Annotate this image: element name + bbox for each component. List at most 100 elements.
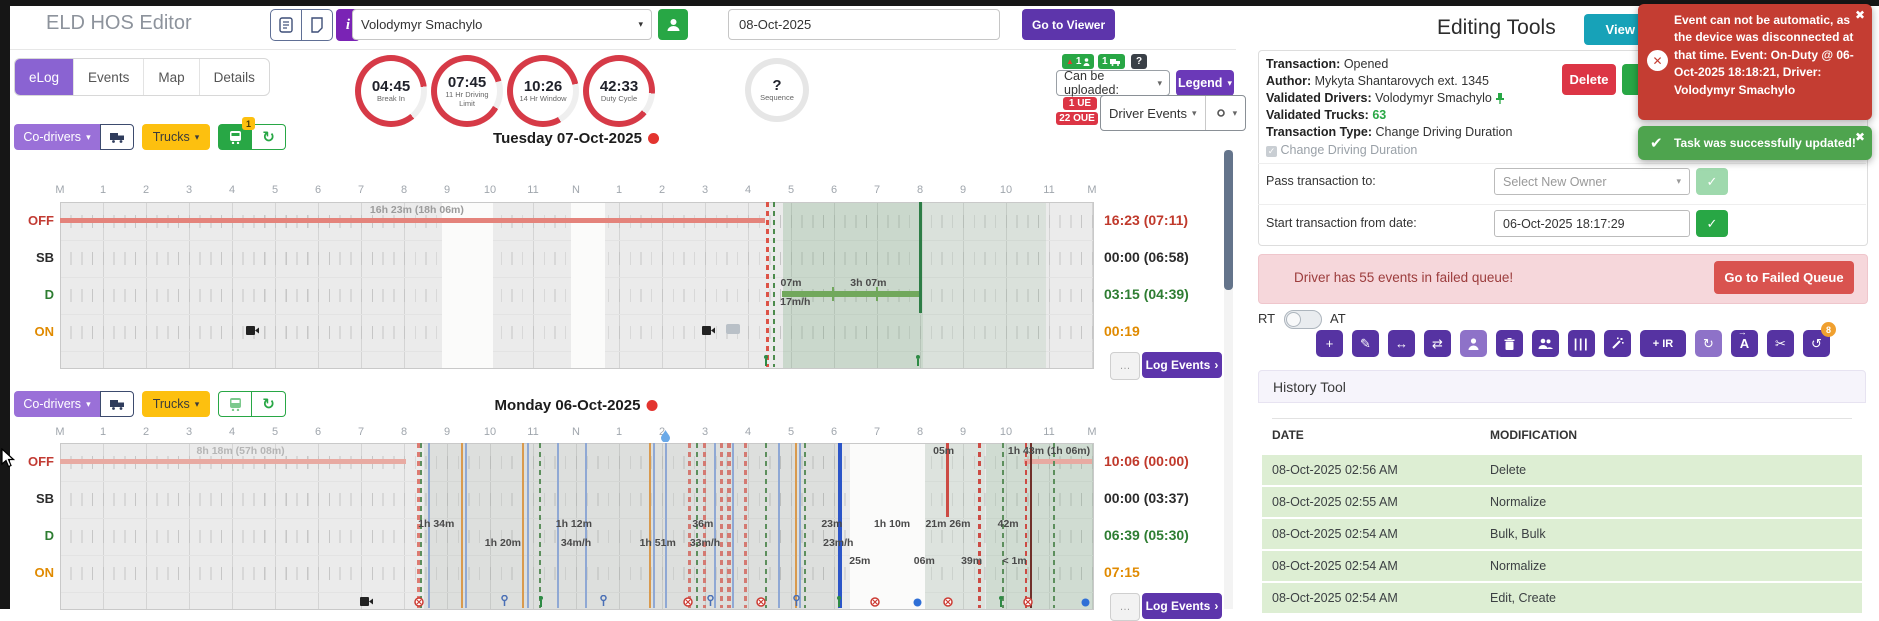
history-row[interactable]: 08-Oct-2025 02:54 AM Bulk, Bulk <box>1262 519 1862 549</box>
axis-hour-label: N <box>572 426 580 438</box>
file-report-button[interactable] <box>271 10 301 40</box>
truck-toggle-button[interactable] <box>100 124 134 150</box>
insert-ir-button[interactable]: + IR <box>1640 330 1686 357</box>
note-button[interactable] <box>301 10 332 40</box>
highlight-region <box>424 444 840 609</box>
start-date-input[interactable]: 06-Oct-2025 18:17:29 <box>1494 210 1690 237</box>
markerx-icon <box>943 594 953 612</box>
tab-elog[interactable]: eLog <box>15 59 75 95</box>
move-horizontal-button[interactable]: ↔ <box>1388 330 1415 357</box>
can-be-uploaded-select[interactable]: Can be uploaded: ▾ <box>1056 69 1170 97</box>
history-row[interactable]: 08-Oct-2025 02:54 AM Normalize <box>1262 551 1862 581</box>
event-line <box>766 202 770 367</box>
axis-hour-label: 7 <box>357 184 365 196</box>
confirm-owner-button[interactable]: ✓ <box>1696 168 1728 195</box>
tab-events[interactable]: Events <box>74 59 145 95</box>
row-label-sb: SB <box>35 250 54 265</box>
new-owner-select[interactable]: Select New Owner ▾ <box>1494 168 1690 195</box>
duty-grid[interactable] <box>60 443 1094 610</box>
close-icon[interactable]: ✖ <box>1854 8 1865 22</box>
remark-bubble-button[interactable]: … <box>1110 593 1140 621</box>
axis-hour-label: 5 <box>271 184 279 196</box>
remark-bubble-button[interactable]: … <box>1110 352 1140 380</box>
trucks-badge[interactable]: 1 <box>1098 54 1125 69</box>
trucks-button[interactable]: Trucks ▾ <box>142 124 210 150</box>
refresh-button[interactable]: ↻ <box>252 124 286 150</box>
left-panel-scrollbar-track[interactable] <box>1224 150 1233 609</box>
gauge-duty-cycle[interactable]: 42:33 Duty Cycle <box>583 55 655 127</box>
axis-hour-label: 1 <box>615 426 623 438</box>
vehicle-events-button[interactable] <box>218 391 252 417</box>
greybox-icon <box>725 321 740 339</box>
validated-trucks: Validated Trucks: 63 <box>1266 108 1387 122</box>
legend-button[interactable]: Legend ▾ <box>1176 70 1234 96</box>
gauge-sequence[interactable]: ? Sequence <box>745 58 809 122</box>
date-input[interactable]: 08-Oct-2025 <box>728 9 1000 40</box>
walker-icon <box>914 353 922 371</box>
topbar-divider <box>10 49 1236 50</box>
history-row[interactable]: 08-Oct-2025 02:56 AM Delete <box>1262 455 1862 485</box>
magic-wand-button[interactable] <box>1604 330 1631 357</box>
history-row[interactable]: 08-Oct-2025 02:55 AM Normalize <box>1262 487 1862 517</box>
chevron-down-icon: ▾ <box>1157 77 1162 88</box>
quarter-ticks <box>61 493 1093 506</box>
close-icon[interactable]: ✖ <box>1854 130 1865 144</box>
go-to-viewer-button[interactable]: Go to Viewer <box>1022 9 1116 40</box>
tab-details[interactable]: Details <box>213 69 255 85</box>
event-line <box>713 443 716 608</box>
duration-label: 23m/h <box>823 537 854 549</box>
normalize-text-button[interactable]: A → <box>1731 327 1758 357</box>
violation-dot-icon <box>647 133 659 144</box>
axis-hour-label: 9 <box>959 426 967 438</box>
tab-map[interactable]: Map <box>144 59 200 95</box>
add-button[interactable]: + <box>1316 330 1343 357</box>
axis-hour-label: 8 <box>400 184 408 196</box>
toggle-knob <box>1286 312 1301 327</box>
driver-select[interactable]: Volodymyr Smachylo ▾ <box>352 9 652 40</box>
question-badge[interactable]: ? <box>1131 54 1147 69</box>
event-line <box>652 443 655 608</box>
warning-drivers-badge[interactable]: ▲ 1 <box>1062 54 1095 69</box>
swap-button[interactable]: ⇄ <box>1424 330 1451 357</box>
checkbox-checked-icon[interactable]: ✓ <box>1266 146 1277 157</box>
go-to-failed-queue-button[interactable]: Go to Failed Queue <box>1714 261 1854 294</box>
page-title: ELD HOS Editor <box>46 12 192 34</box>
confirm-date-button[interactable]: ✓ <box>1696 210 1728 237</box>
log-events-button[interactable]: Log Events › <box>1142 352 1222 378</box>
refresh-button[interactable]: ↻ <box>1695 330 1722 357</box>
axis-hour-label: 2 <box>142 426 150 438</box>
axis-hour-label: 4 <box>228 426 236 438</box>
axis-hour-label: M <box>55 184 65 196</box>
truck-icon <box>1109 58 1120 66</box>
events-settings-select[interactable]: ▾ <box>1204 96 1246 130</box>
axis-hour-label: 9 <box>959 184 967 196</box>
assign-driver-icon <box>1468 337 1479 350</box>
driver-events-select[interactable]: Driver Events ▾ <box>1101 96 1205 130</box>
history-row[interactable]: 08-Oct-2025 02:54 AM Edit, Create <box>1262 583 1862 613</box>
columns-button[interactable]: ||| <box>1568 330 1595 357</box>
co-drivers-button[interactable] <box>1532 330 1559 357</box>
refresh-button[interactable]: ↻ <box>252 391 286 417</box>
checkbox-label: Change Driving Duration <box>1280 143 1418 157</box>
assign-driver-button[interactable] <box>1460 330 1487 357</box>
gauge-11-hr-driving-limit[interactable]: 07:45 11 Hr Driving Limit <box>431 55 503 127</box>
co-drivers-button[interactable]: Co-drivers ▾ <box>14 391 100 417</box>
trucks-button[interactable]: Trucks ▾ <box>142 391 210 417</box>
left-panel-scrollbar-thumb[interactable] <box>1224 150 1233 290</box>
log-events-button[interactable]: Log Events › <box>1142 593 1222 619</box>
edit-button[interactable]: ✎ <box>1352 330 1379 357</box>
delete-button[interactable] <box>1496 330 1523 357</box>
delete-button[interactable]: Delete <box>1562 64 1616 95</box>
driver-profile-button[interactable] <box>658 9 688 40</box>
truck-toggle-button[interactable] <box>100 391 134 417</box>
mouse-cursor <box>1 447 16 473</box>
gauge-14-hr-window[interactable]: 10:26 14 Hr Window <box>507 55 579 127</box>
start-date-value: 06-Oct-2025 18:17:29 <box>1503 216 1625 231</box>
file-icon <box>279 17 293 33</box>
row-label-off: OFF <box>28 213 54 228</box>
duty-grid[interactable] <box>60 202 1094 369</box>
cut-button[interactable]: ✂ <box>1767 330 1794 357</box>
row-label-sb: SB <box>35 491 54 506</box>
co-drivers-button[interactable]: Co-drivers ▾ <box>14 124 100 150</box>
gauge-break-in[interactable]: 04:45 Break In <box>355 55 427 127</box>
